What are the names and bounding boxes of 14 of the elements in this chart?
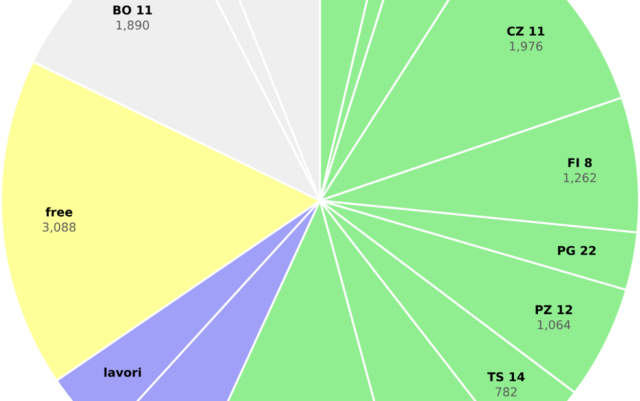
data-label: 1,262 [564,173,596,184]
data-label: 1,890 [116,20,149,31]
data-label: 1,064 [538,320,570,330]
data-label: 1,976 [510,42,542,52]
data-label: 782 [496,387,517,396]
slice-label: BO 11 [113,5,152,14]
slice-label: PZ 12 [536,305,572,314]
slice-label: TS 14 [487,372,525,382]
slice-label: PG 22 [558,246,596,255]
data-label: 3,088 [42,222,76,233]
slice-label: CZ 11 [507,26,544,36]
slice-label: lavori [104,367,141,377]
slice-label: free [46,207,72,216]
slice-label: FI 8 [568,158,592,168]
